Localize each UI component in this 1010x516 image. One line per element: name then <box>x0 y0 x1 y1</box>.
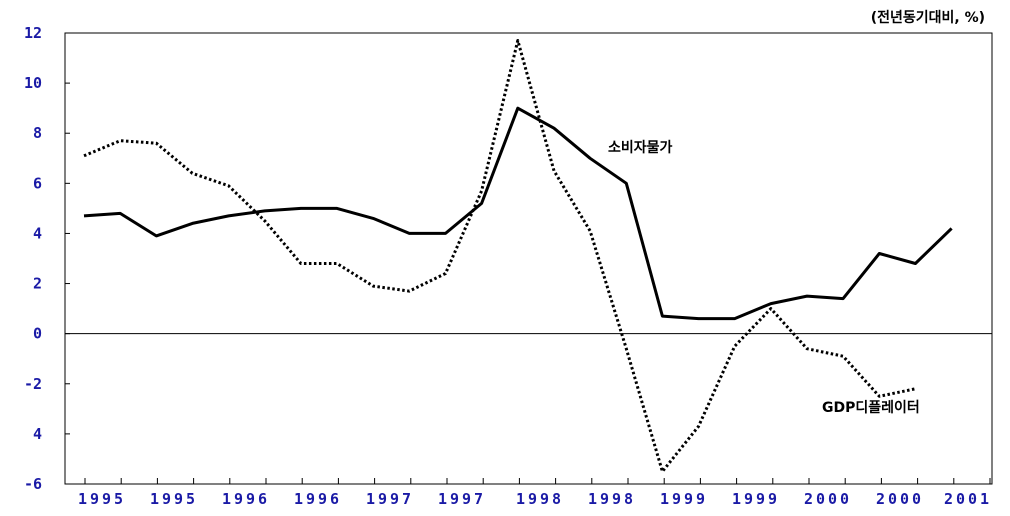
x-tick-label: 1998 <box>516 490 564 508</box>
y-tick-label: 12 <box>24 24 42 42</box>
y-tick-label: 4 <box>33 425 42 443</box>
y-tick-label: 4 <box>33 224 42 242</box>
x-tick-label: 2001 <box>944 490 992 508</box>
y-tick-label: 0 <box>33 325 42 343</box>
y-tick-label: 10 <box>24 74 42 92</box>
plot-frame <box>64 32 993 485</box>
unit-label: (전년동기대비, %) <box>871 9 985 26</box>
x-tick-label: 1997 <box>438 490 486 508</box>
cpi-line <box>83 106 953 321</box>
x-tick-label: 1999 <box>732 490 780 508</box>
y-tick-label: 8 <box>33 124 42 142</box>
y-tick-label: -2 <box>24 375 42 393</box>
y-tick-label: -6 <box>24 475 42 493</box>
x-tick-label: 1996 <box>222 490 270 508</box>
x-tick-label: 1995 <box>78 490 126 508</box>
x-tick-label: 1998 <box>588 490 636 508</box>
y-tick-label: 2 <box>33 275 42 293</box>
gdp-deflator-series-label: GDP디플레이터 <box>822 399 920 416</box>
x-tick-label: 2000 <box>804 490 852 508</box>
gdp-deflator-line <box>83 39 916 473</box>
x-tick-label: 1999 <box>660 490 708 508</box>
x-tick-label: 1996 <box>294 490 342 508</box>
x-tick-label: 1997 <box>366 490 414 508</box>
cpi-series-label: 소비자물가 <box>608 140 673 156</box>
x-tick-label: 1995 <box>150 490 198 508</box>
y-tick-label: 6 <box>33 174 42 192</box>
x-tick-label: 2000 <box>876 490 924 508</box>
